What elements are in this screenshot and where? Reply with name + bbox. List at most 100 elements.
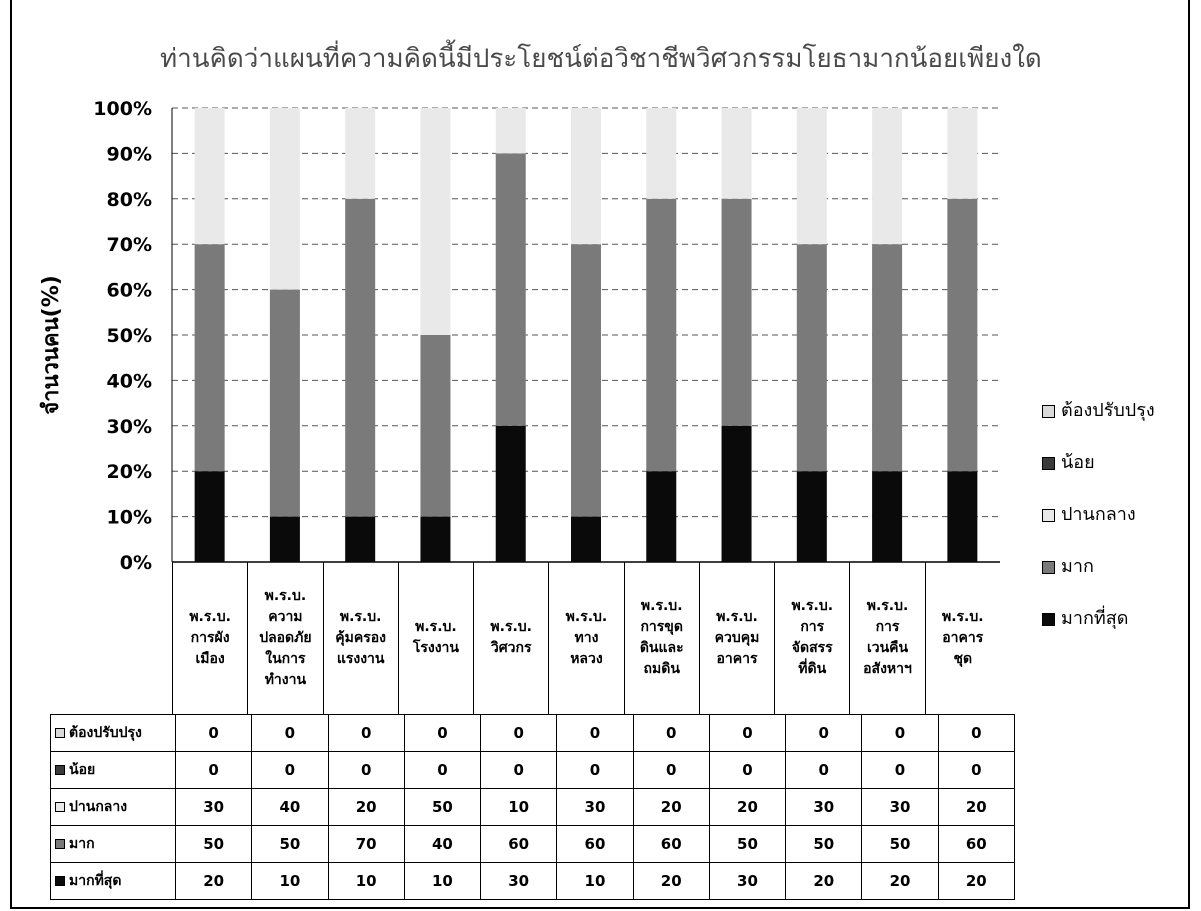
table-cell: 20 (327, 788, 405, 826)
legend-item: ปานกลาง (1042, 489, 1155, 541)
y-tick-label: 60% (107, 280, 152, 302)
category-label: พ.ร.บ. ทาง หลวง (548, 562, 623, 714)
category-label: พ.ร.บ. การผัง เมือง (172, 562, 247, 714)
legend-item: มาก (1042, 541, 1155, 593)
row-swatch (55, 765, 65, 775)
table-cell: 50 (174, 825, 253, 863)
table-cell: 20 (632, 788, 710, 826)
table-cell: 10 (327, 862, 405, 900)
bar-segment (571, 108, 601, 245)
category-label-row: พ.ร.บ. การผัง เมือง พ.ร.บ. ความ ปลอดภัย ใ… (172, 562, 1000, 714)
table-cell: 0 (861, 751, 939, 789)
table-row: ต้องปรับปรุง 0 0 0 0 0 0 0 0 0 0 0 (50, 714, 1015, 752)
category-label: พ.ร.บ. คุ้มครอง แรงงาน (322, 562, 398, 714)
y-tick-label: 40% (107, 370, 152, 392)
table-cell: 60 (937, 825, 1015, 863)
row-swatch (55, 876, 65, 886)
table-cell: 50 (708, 825, 787, 863)
legend-swatch (1042, 456, 1055, 470)
bar-segment (947, 198, 978, 472)
bar-segment (495, 108, 526, 154)
bar-segment (420, 516, 451, 562)
table-cell: 30 (708, 862, 787, 900)
table-cell: 50 (403, 788, 482, 826)
y-tick-label: 10% (107, 507, 152, 529)
bar-segment (269, 289, 300, 517)
bar-segment (872, 471, 903, 562)
bar-segment (646, 108, 677, 199)
row-label: ปานกลาง (69, 799, 128, 815)
table-cell: 0 (708, 751, 787, 789)
bar-segment (646, 471, 677, 562)
table-cell: 20 (937, 862, 1015, 900)
table-cell: 10 (251, 862, 329, 900)
table-cell: 50 (251, 825, 329, 863)
table-cell: 0 (480, 714, 558, 752)
row-swatch (55, 802, 65, 812)
y-tick-label: 50% (107, 325, 152, 347)
table-cell: 50 (785, 825, 863, 863)
table-cell: 10 (403, 862, 482, 900)
chart-frame (10, 0, 1190, 909)
row-header: มากที่สุด (50, 862, 176, 900)
table-cell: 0 (632, 751, 710, 789)
table-cell: 30 (174, 788, 253, 826)
row-header: มาก (50, 825, 176, 863)
table-cell: 0 (632, 714, 710, 752)
table-cell: 60 (556, 825, 634, 863)
legend-item: มากที่สุด (1042, 593, 1155, 645)
legend-label: ปานกลาง (1061, 504, 1136, 525)
bar-segment (345, 516, 376, 562)
table-cell: 0 (937, 714, 1015, 752)
legend-item: ต้องปรับปรุง (1042, 385, 1155, 437)
table-cell: 0 (556, 714, 634, 752)
row-header: ปานกลาง (50, 788, 176, 826)
bar-segment (269, 516, 300, 562)
row-header: น้อย (50, 751, 176, 789)
table-cell: 40 (403, 825, 482, 863)
table-cell: 20 (785, 862, 863, 900)
table-cell: 0 (785, 714, 863, 752)
table-cell: 60 (632, 825, 710, 863)
bar-segment (420, 335, 451, 517)
bar-segment (721, 108, 752, 199)
category-label: พ.ร.บ. ความ ปลอดภัย ในการ ทำงาน (247, 562, 322, 714)
table-cell: 70 (327, 825, 405, 863)
y-tick-label: 80% (107, 189, 152, 211)
table-cell: 10 (480, 788, 558, 826)
y-tick-label: 0% (120, 552, 152, 574)
legend-swatch (1042, 612, 1055, 626)
table-cell: 0 (403, 714, 482, 752)
y-tick-label: 30% (107, 416, 152, 438)
table-row: ปานกลาง 30 40 20 50 10 30 20 20 30 30 20 (50, 788, 1015, 826)
bar-segment (796, 244, 827, 472)
table-row: น้อย 0 0 0 0 0 0 0 0 0 0 0 (50, 751, 1015, 789)
bar-segment (269, 108, 300, 290)
table-cell: 40 (251, 788, 329, 826)
category-label: พ.ร.บ. ควบคุม อาคาร (698, 562, 774, 714)
legend-label: มาก (1061, 556, 1094, 577)
bar-segment (495, 425, 526, 562)
table-cell: 0 (937, 751, 1015, 789)
table-cell: 30 (861, 788, 939, 826)
bar-segment (947, 471, 978, 562)
table-cell: 20 (632, 862, 710, 900)
category-label: พ.ร.บ. อาคาร ชุด (924, 562, 1000, 714)
bar-segment (721, 425, 752, 562)
table-cell: 0 (251, 714, 329, 752)
row-swatch (55, 839, 65, 849)
table-cell: 0 (403, 751, 482, 789)
legend: ต้องปรับปรุง น้อย ปานกลาง มาก มากที่สุด (1042, 385, 1155, 645)
table-cell: 0 (174, 714, 253, 752)
y-tick-label: 70% (107, 234, 152, 256)
table-cell: 30 (785, 788, 863, 826)
bar-segment (194, 108, 225, 245)
bar-segment (194, 471, 225, 562)
table-cell: 0 (708, 714, 787, 752)
bar-segment (721, 198, 752, 426)
table-cell: 30 (480, 862, 558, 900)
category-label: พ.ร.บ. การ จัดสรร ที่ดิน (774, 562, 849, 714)
bar-segment (571, 516, 601, 562)
row-label: มากที่สุด (69, 873, 122, 889)
